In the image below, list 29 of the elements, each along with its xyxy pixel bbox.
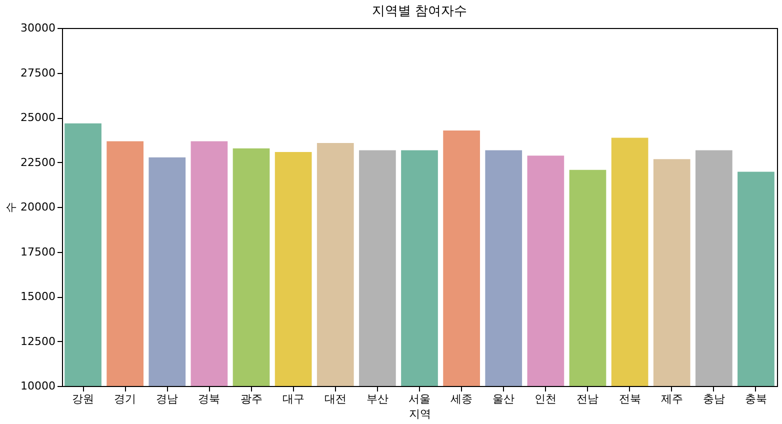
x-tick-label: 서울 <box>408 392 430 406</box>
x-tick-label: 대전 <box>324 392 346 406</box>
x-tick-label: 강원 <box>72 392 94 406</box>
x-tick-label: 부산 <box>366 392 388 406</box>
x-tick-label: 충북 <box>744 392 767 406</box>
x-tick-label: 전북 <box>618 392 641 406</box>
x-tick-label: 충남 <box>702 392 725 406</box>
x-tick-label: 제주 <box>660 392 683 406</box>
x-tick-label: 경기 <box>114 392 136 406</box>
y-tick-label: 27500 <box>20 66 56 80</box>
x-tick-label: 경북 <box>198 392 220 406</box>
chart-title: 지역별 참여자수 <box>372 4 468 19</box>
y-axis-title: 수 <box>4 202 18 213</box>
y-tick-label: 12500 <box>20 334 56 348</box>
y-tick-label: 25000 <box>20 111 56 124</box>
x-tick-label: 울산 <box>492 392 515 406</box>
y-tick-label: 10000 <box>20 380 56 392</box>
x-tick-label: 광주 <box>240 392 262 406</box>
y-tick-label: 20000 <box>20 200 56 214</box>
x-tick-label: 대구 <box>282 392 304 406</box>
x-axis-title: 지역 <box>409 408 431 420</box>
x-tick-label: 경남 <box>156 392 178 406</box>
y-tick-label: 15000 <box>20 290 56 303</box>
y-tick-label: 17500 <box>20 245 56 258</box>
x-tick-label: 인천 <box>534 392 557 406</box>
y-tick-label: 30000 <box>20 22 56 34</box>
x-tick-label: 전남 <box>576 392 599 406</box>
x-tick-label: 세종 <box>450 392 473 406</box>
y-tick-label: 22500 <box>20 156 56 169</box>
